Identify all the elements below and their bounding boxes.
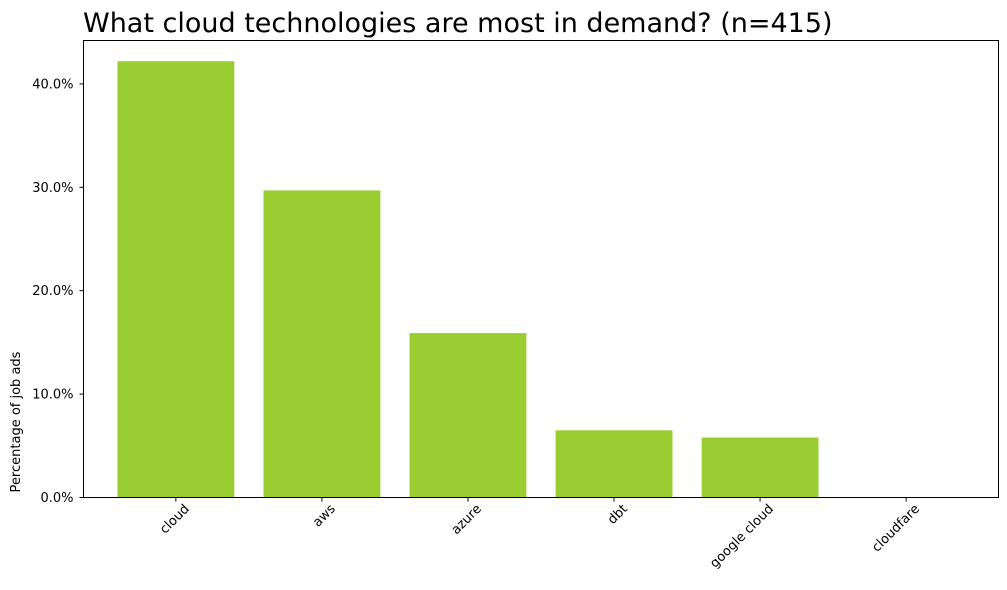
x-tick-label: cloud <box>157 502 193 538</box>
y-axis: 0.0% 10.0% 20.0% 30.0% 40.0% <box>32 77 84 506</box>
bars-group <box>117 61 819 498</box>
bar-azure <box>409 333 527 498</box>
chart-title: What cloud technologies are most in dema… <box>83 8 833 39</box>
y-tick-label: 20.0% <box>32 284 73 299</box>
x-tick-label: cloudfare <box>869 502 923 556</box>
bar-aws <box>263 190 381 498</box>
x-tick-label: azure <box>449 502 485 538</box>
x-axis: cloud aws azure dbt google cloud cloudfare <box>157 497 923 572</box>
x-tick-label: google cloud <box>707 502 777 572</box>
y-tick-label: 30.0% <box>32 181 73 196</box>
bar-google-cloud <box>701 437 819 498</box>
plot-frame <box>83 40 999 498</box>
bar-cloud <box>117 61 235 498</box>
y-tick-label: 10.0% <box>32 388 73 403</box>
x-tick-label: aws <box>310 502 339 531</box>
bar-dbt <box>555 430 673 498</box>
y-tick-label: 40.0% <box>32 77 73 92</box>
x-tick-label: dbt <box>605 502 631 528</box>
y-axis-label: Percentage of job ads <box>9 351 24 492</box>
y-tick-label: 0.0% <box>40 491 73 506</box>
